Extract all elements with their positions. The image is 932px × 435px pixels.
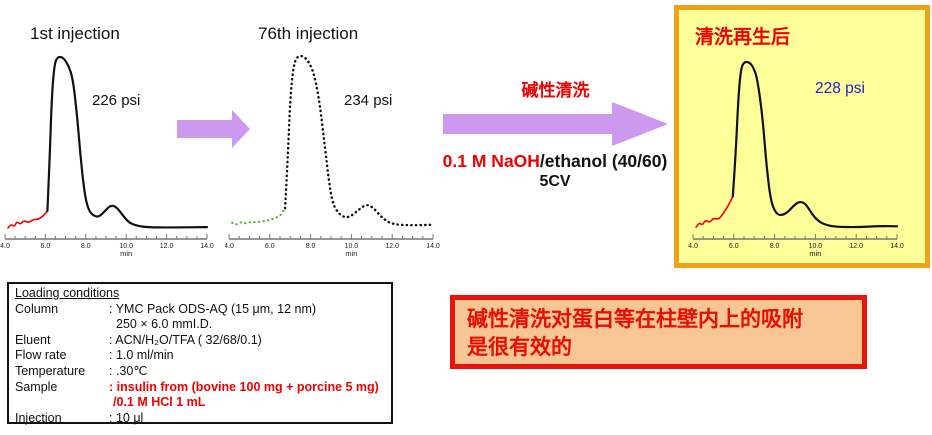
svg-text:10.0: 10.0 bbox=[345, 243, 359, 250]
loading-condition-row: Eluent : ACN/H₂O/TFA ( 32/68/0.1) bbox=[15, 333, 385, 349]
svg-text:min: min bbox=[120, 249, 132, 258]
svg-text:4.0: 4.0 bbox=[688, 243, 698, 250]
loading-condition-row: 250 × 6.0 mmI.D. bbox=[15, 317, 385, 333]
chromatogram3-plot: 4.0 6.0 8.0 10.0 12.0 14.0 min bbox=[688, 60, 904, 258]
chromatogram2-plot: 4.0 6.0 8.0 10.0 12.0 14.0 min bbox=[225, 54, 440, 258]
svg-text:12.0: 12.0 bbox=[849, 243, 863, 250]
column-volumes-label: 5CV bbox=[539, 173, 571, 190]
svg-text:14.0: 14.0 bbox=[200, 243, 214, 250]
svg-text:14.0: 14.0 bbox=[890, 243, 904, 250]
loading-condition-row: Sample : insulin from (bovine 100 mg + po… bbox=[15, 380, 385, 396]
condition-value: : insulin from (bovine 100 mg + porcine … bbox=[109, 379, 379, 394]
svg-text:4.0: 4.0 bbox=[0, 243, 10, 250]
chromatogram2-title: 76th injection bbox=[258, 24, 359, 43]
svg-text:min: min bbox=[809, 249, 821, 258]
chromatogram2-pressure-label: 234 psi bbox=[344, 92, 393, 109]
condition-label: Flow rate bbox=[15, 348, 67, 363]
condition-label: Column bbox=[15, 301, 59, 316]
chromatogram1-pressure-label: 226 psi bbox=[92, 92, 141, 109]
reagent-naoh-text: 0.1 M NaOH bbox=[442, 151, 540, 171]
condition-value: : 10 μl bbox=[109, 410, 144, 425]
condition-label: Sample bbox=[15, 379, 58, 394]
flow-arrow-icon bbox=[177, 110, 250, 148]
condition-value: : YMC Pack ODS-AQ (15 μm, 12 nm) bbox=[109, 301, 317, 316]
loading-condition-row: Column : YMC Pack ODS-AQ (15 μm, 12 nm) bbox=[15, 302, 385, 318]
loading-condition-row: /0.1 M HCl 1 mL bbox=[15, 395, 385, 411]
loading-conditions-header: Loading conditions bbox=[15, 286, 120, 300]
condition-value: /0.1 M HCl 1 mL bbox=[113, 395, 206, 410]
svg-text:4.0: 4.0 bbox=[225, 243, 234, 250]
regenerated-result-box: 清洗再生后 228 psi 4.0 6.0 8.0 10.0 12.0 14.0 min bbox=[674, 5, 930, 268]
alkaline-wash-step-label: 碱性清洗 bbox=[521, 81, 590, 100]
conclusion-line2: 是很有效的 bbox=[467, 335, 572, 359]
svg-text:min: min bbox=[345, 249, 357, 258]
condition-value: 250 × 6.0 mmI.D. bbox=[116, 317, 213, 332]
svg-text:10.0: 10.0 bbox=[809, 243, 823, 250]
regeneration-title: 清洗再生后 bbox=[695, 27, 791, 48]
condition-value: : 1.0 ml/min bbox=[109, 348, 174, 363]
condition-value: : ACN/H₂O/TFA ( 32/68/0.1) bbox=[109, 332, 262, 347]
reagent-ethanol-text: /ethanol (40/60) bbox=[539, 151, 668, 171]
svg-text:14.0: 14.0 bbox=[426, 243, 440, 250]
condition-value: : .30℃ bbox=[109, 363, 148, 378]
svg-text:8.0: 8.0 bbox=[81, 243, 91, 250]
svg-text:8.0: 8.0 bbox=[770, 243, 780, 250]
reagent-line: 0.1 M NaOH/ethanol (40/60) bbox=[428, 151, 682, 172]
chromatogram1-plot: 4.0 6.0 8.0 10.0 12.0 14.0 min bbox=[0, 55, 214, 258]
condition-label: Eluent bbox=[15, 332, 51, 347]
loading-condition-row: Flow rate : 1.0 ml/min bbox=[15, 348, 385, 364]
condition-label bbox=[15, 395, 109, 411]
svg-text:12.0: 12.0 bbox=[160, 243, 174, 250]
loading-condition-row: Temperature : .30℃ bbox=[15, 364, 385, 380]
conclusion-box: 碱性清洗对蛋白等在柱壁内上的吸附 是很有效的 bbox=[450, 295, 867, 369]
chromatogram3-pressure-label: 228 psi bbox=[815, 80, 865, 97]
cleaning-flow-arrow-icon bbox=[443, 102, 668, 146]
condition-label: Temperature bbox=[15, 363, 86, 378]
svg-text:6.0: 6.0 bbox=[41, 243, 51, 250]
svg-text:6.0: 6.0 bbox=[265, 243, 275, 250]
chromatogram1-title: 1st injection bbox=[30, 24, 120, 43]
svg-text:6.0: 6.0 bbox=[729, 243, 739, 250]
condition-label bbox=[15, 317, 109, 333]
svg-text:8.0: 8.0 bbox=[306, 243, 316, 250]
svg-text:12.0: 12.0 bbox=[385, 243, 399, 250]
loading-conditions-box: Loading conditions Column : YMC Pack ODS-… bbox=[7, 282, 393, 427]
svg-text:10.0: 10.0 bbox=[119, 243, 133, 250]
loading-condition-row: Injection : 10 μl bbox=[15, 411, 385, 427]
conclusion-line1: 碱性清洗对蛋白等在柱壁内上的吸附 bbox=[467, 307, 803, 331]
condition-label: Injection bbox=[15, 410, 62, 425]
loading-conditions-rows: Column : YMC Pack ODS-AQ (15 μm, 12 nm) 25… bbox=[15, 302, 385, 427]
